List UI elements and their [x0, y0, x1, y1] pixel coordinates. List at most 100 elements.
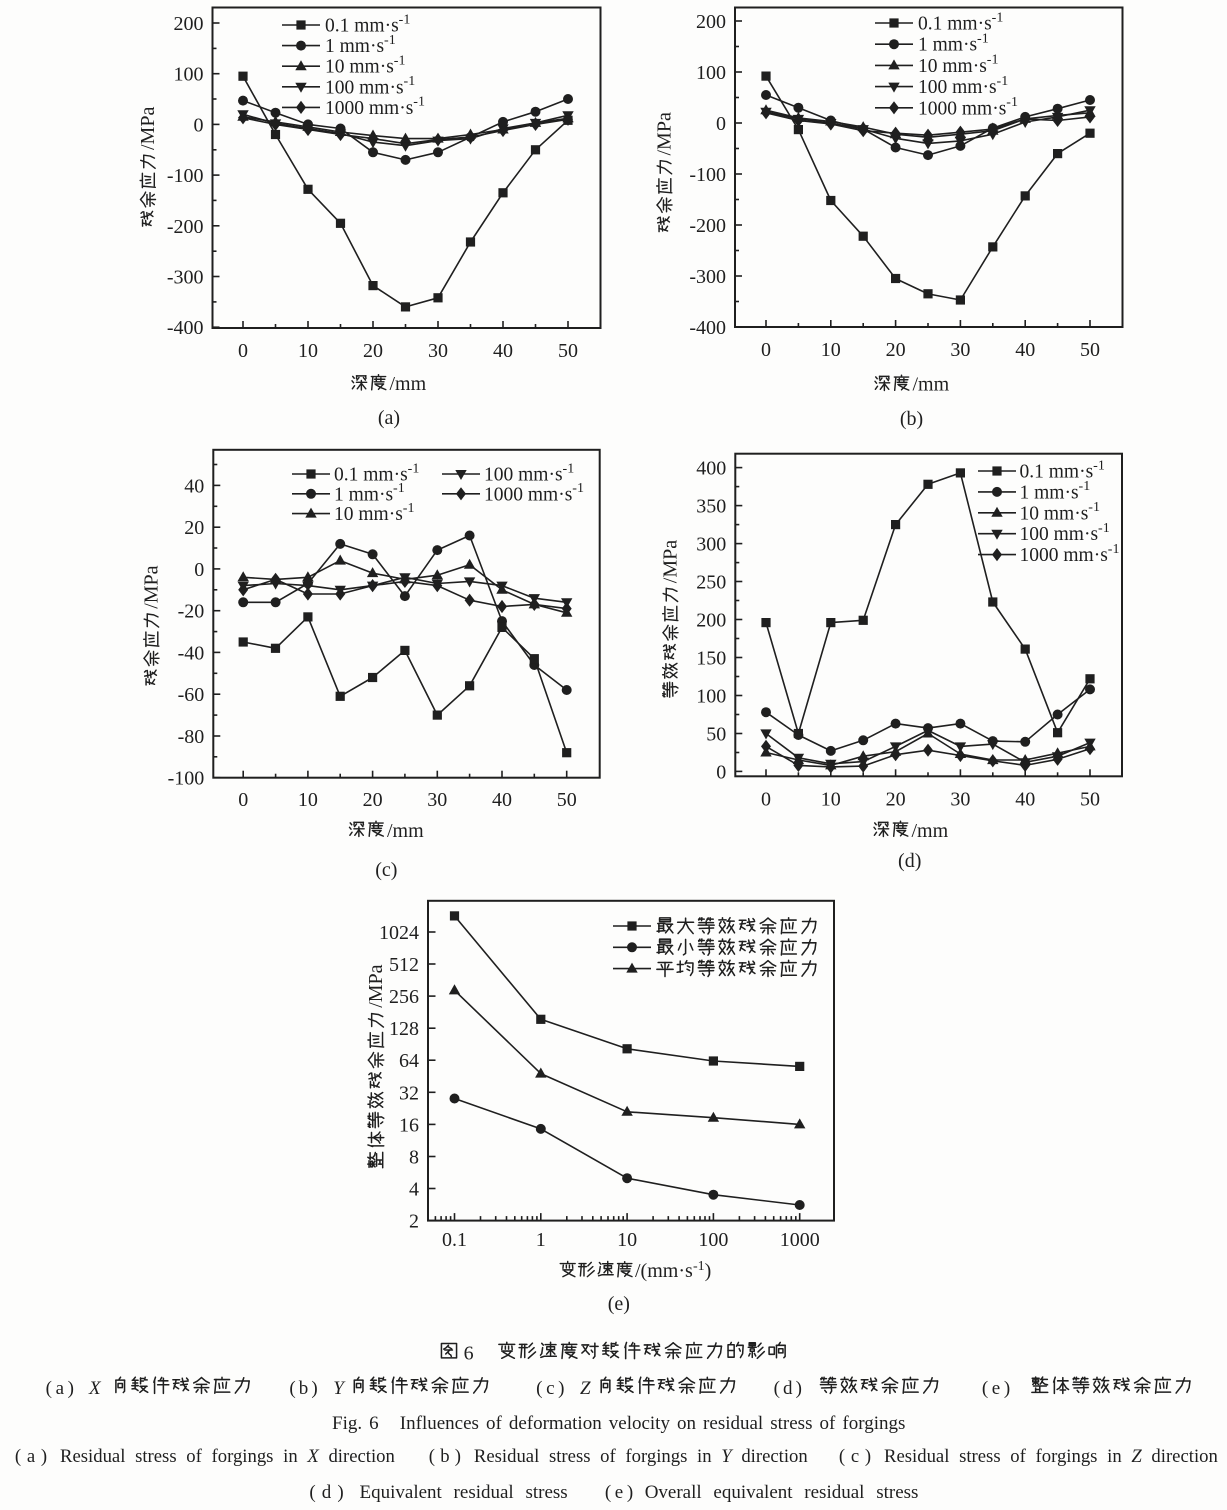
svg-text:1000 mm·s-1: 1000 mm·s-1	[484, 481, 584, 505]
svg-text:/MPa: /MPa	[660, 540, 682, 583]
svg-text:128: 128	[389, 1018, 419, 1040]
svg-text:(d): (d)	[898, 850, 921, 872]
svg-text:20: 20	[886, 789, 906, 811]
svg-text:-200: -200	[689, 215, 726, 237]
svg-text:1: 1	[536, 1229, 546, 1251]
svg-text:0: 0	[716, 761, 726, 783]
svg-text:6: 6	[464, 1343, 474, 1365]
svg-text:b: b	[440, 1446, 449, 1467]
svg-text:250: 250	[696, 572, 726, 594]
svg-text:e: e	[992, 1378, 1000, 1399]
svg-text:64: 64	[399, 1050, 419, 1072]
svg-text:(: (	[15, 1446, 21, 1467]
svg-text:-100: -100	[689, 164, 726, 186]
svg-text:4: 4	[409, 1179, 419, 1201]
svg-text:50: 50	[557, 789, 577, 811]
svg-text:1 mm·s-1: 1 mm·s-1	[918, 32, 989, 56]
svg-text:): )	[455, 1446, 461, 1467]
svg-text:b: b	[299, 1378, 309, 1399]
svg-text:10 mm·s-1: 10 mm·s-1	[325, 54, 405, 78]
svg-text:(: (	[46, 1378, 52, 1399]
svg-text:): )	[865, 1446, 871, 1467]
svg-text:50: 50	[706, 724, 726, 746]
svg-text:0.1 mm·s-1: 0.1 mm·s-1	[325, 12, 410, 36]
svg-text:10 mm·s-1: 10 mm·s-1	[334, 501, 414, 525]
svg-text:10: 10	[298, 789, 318, 811]
svg-text:100: 100	[698, 1229, 728, 1251]
svg-text:20: 20	[184, 517, 204, 539]
svg-text:200: 200	[174, 13, 204, 35]
svg-text:-60: -60	[178, 684, 205, 706]
svg-text:0: 0	[194, 559, 204, 581]
svg-text:400: 400	[696, 458, 726, 480]
svg-text:0: 0	[716, 113, 726, 135]
svg-text:-20: -20	[178, 601, 205, 623]
svg-text:): )	[68, 1378, 74, 1399]
svg-text:16: 16	[399, 1114, 419, 1136]
svg-text:50: 50	[558, 340, 578, 362]
svg-text:-80: -80	[178, 726, 205, 748]
svg-text:): )	[558, 1378, 564, 1399]
svg-text:1024: 1024	[379, 922, 419, 944]
svg-text:100: 100	[696, 686, 726, 708]
svg-text:Residual stress of forgings in: Residual stress of forgings in Z directi…	[884, 1446, 1218, 1467]
svg-text:40: 40	[492, 789, 512, 811]
svg-text:1000 mm·s-1: 1000 mm·s-1	[325, 95, 425, 119]
svg-text:0: 0	[194, 114, 204, 136]
svg-text:10 mm·s-1: 10 mm·s-1	[1020, 500, 1100, 524]
svg-text:20: 20	[363, 789, 383, 811]
svg-text:-400: -400	[689, 317, 726, 339]
svg-text:): )	[627, 1482, 633, 1503]
svg-text:0: 0	[761, 339, 771, 361]
svg-text:d: d	[783, 1378, 793, 1399]
svg-text:Residual stress of forgings in: Residual stress of forgings in X directi…	[60, 1446, 396, 1467]
svg-text:): )	[337, 1482, 343, 1503]
svg-text:10: 10	[821, 789, 841, 811]
svg-text:50: 50	[1080, 339, 1100, 361]
svg-text:100 mm·s-1: 100 mm·s-1	[325, 74, 415, 98]
svg-text:/MPa: /MPa	[141, 565, 163, 608]
svg-text:): )	[796, 1378, 802, 1399]
svg-text:100 mm·s-1: 100 mm·s-1	[1020, 521, 1110, 545]
svg-text:100: 100	[696, 62, 726, 84]
svg-text:a: a	[27, 1446, 36, 1467]
svg-text:c: c	[546, 1378, 554, 1399]
svg-text:/mm: /mm	[390, 373, 427, 395]
svg-text:20: 20	[886, 339, 906, 361]
svg-text:0.1 mm·s-1: 0.1 mm·s-1	[918, 10, 1003, 34]
svg-text:c: c	[851, 1446, 859, 1467]
svg-text:Z: Z	[580, 1378, 591, 1399]
svg-text:Residual stress of forgings in: Residual stress of forgings in Y directi…	[474, 1446, 808, 1467]
svg-text:40: 40	[1015, 789, 1035, 811]
svg-text:300: 300	[696, 534, 726, 556]
svg-text:/MPa: /MPa	[137, 107, 159, 150]
svg-text:200: 200	[696, 11, 726, 33]
svg-text:100 mm·s-1: 100 mm·s-1	[484, 461, 574, 485]
svg-text:): )	[41, 1446, 47, 1467]
svg-text:d: d	[322, 1482, 332, 1503]
svg-text:30: 30	[427, 789, 447, 811]
svg-text:-200: -200	[167, 216, 204, 238]
svg-text:-40: -40	[178, 642, 205, 664]
svg-text:10: 10	[617, 1229, 637, 1251]
svg-text:40: 40	[493, 340, 513, 362]
svg-text:30: 30	[428, 340, 448, 362]
svg-text:/mm: /mm	[913, 374, 950, 396]
svg-text:150: 150	[696, 648, 726, 670]
svg-text:100 mm·s-1: 100 mm·s-1	[918, 74, 1008, 98]
svg-text:1 mm·s-1: 1 mm·s-1	[334, 481, 405, 505]
svg-text:/mm: /mm	[912, 820, 949, 842]
svg-text:(: (	[309, 1482, 315, 1503]
svg-text:512: 512	[389, 954, 419, 976]
svg-text:(: (	[289, 1378, 295, 1399]
svg-text:(b): (b)	[900, 408, 923, 430]
svg-text:0.1: 0.1	[442, 1229, 467, 1251]
svg-text:40: 40	[184, 475, 204, 497]
svg-text:-100: -100	[168, 768, 205, 790]
svg-text:): )	[311, 1378, 317, 1399]
svg-text:Fig. 6 Influences of deforma: Fig. 6 Influences of deformation velocit…	[332, 1413, 905, 1434]
svg-text:(: (	[605, 1482, 611, 1503]
svg-text:30: 30	[950, 789, 970, 811]
svg-text:Equivalent residual stress: Equivalent residual stress	[360, 1482, 568, 1503]
svg-text:0.1 mm·s-1: 0.1 mm·s-1	[334, 461, 419, 485]
